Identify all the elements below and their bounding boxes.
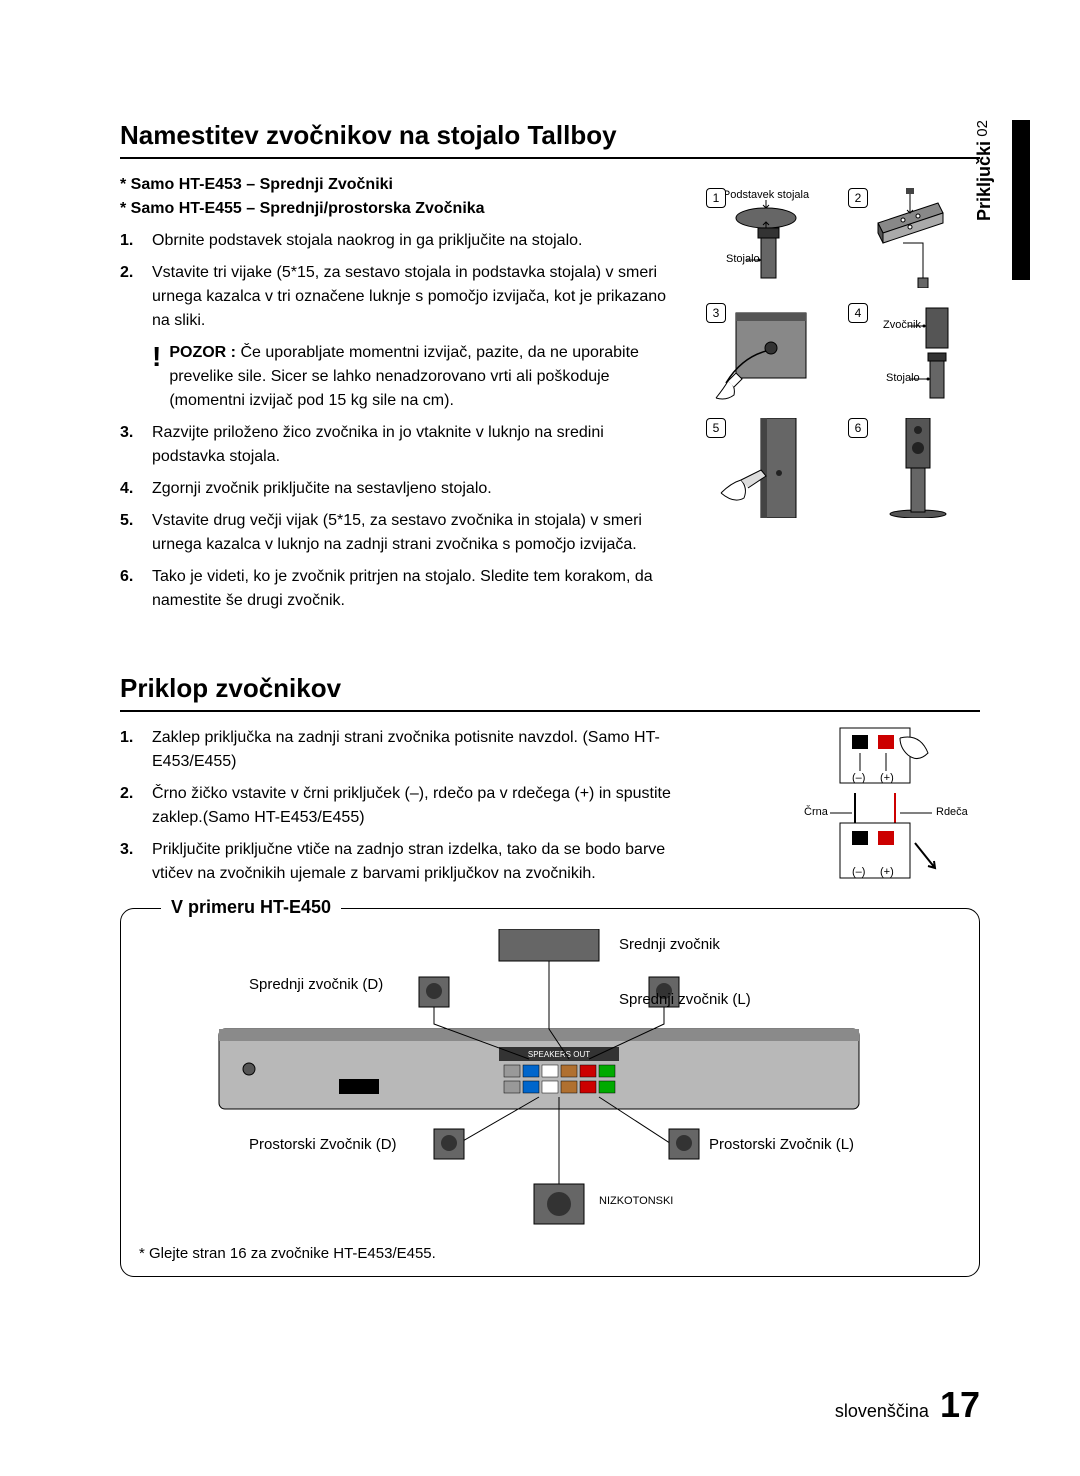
label-stand: Stojalo — [726, 253, 760, 265]
svg-text:(+): (+) — [880, 772, 894, 784]
terminal-figure: (–) (+) Črna Rdeča (–) (+) — [800, 723, 970, 893]
connection-diagram: Srednji zvočnik Sprednji zvočnik (D) Spr… — [139, 929, 959, 1239]
diagram-box: V primeru HT-E450 Srednji zvočnik Spredn… — [120, 908, 980, 1277]
c-step-3: 3.Priključite priključne vtiče na zadnjo… — [120, 838, 710, 886]
caution: ! POZOR : Če uporabljate momentni izvija… — [152, 341, 680, 413]
rule — [120, 157, 980, 159]
section-connect: Priklop zvočnikov 1.Zaklep priključka na… — [120, 673, 980, 1277]
svg-text:(–): (–) — [852, 866, 865, 878]
caution-icon: ! — [152, 341, 161, 413]
step-6: 6.Tako je videti, ko je zvočnik pritrjen… — [120, 565, 680, 613]
fig-5: 5 — [706, 418, 838, 523]
label-stand-2: Stojalo — [886, 372, 920, 384]
fig-6: 6 — [848, 418, 980, 523]
step-5: 5.Vstavite drug večji vijak (5*15, za se… — [120, 509, 680, 557]
step-1: 1.Obrnite podstavek stojala naokrog in g… — [120, 229, 680, 253]
heading-tallboy: Namestitev zvočnikov na stojalo Tallboy — [120, 120, 980, 151]
label-black: Črna — [804, 805, 829, 818]
label-red: Rdeča — [936, 806, 969, 818]
fig-2: 2 — [848, 188, 980, 293]
heading-connect: Priklop zvočnikov — [120, 673, 980, 704]
label-sub: NIZKOTONSKI — [599, 1195, 673, 1207]
svg-text:(–): (–) — [852, 772, 865, 784]
label-surrR: Prostorski Zvočnik (D) — [249, 1136, 397, 1153]
subhead-e455: * Samo HT-E455 – Sprednji/prostorska Zvo… — [120, 197, 680, 221]
subhead-e453: * Samo HT-E453 – Sprednji Zvočniki — [120, 173, 680, 197]
label-surrL: Prostorski Zvočnik (L) — [709, 1136, 854, 1153]
side-bar — [1012, 120, 1030, 280]
label-base: Podstavek stojala — [723, 189, 810, 201]
step-4: 4.Zgornji zvočnik priključite na sestavl… — [120, 477, 680, 501]
label-frontR: Sprednji zvočnik (D) — [249, 976, 383, 993]
fig-4: 4 Zvočnik Stojalo — [848, 303, 980, 408]
footer-page: 17 — [940, 1384, 980, 1425]
figure-grid: 1 Podstavek stojala Stojalo 2 — [706, 188, 980, 523]
fig-1: 1 Podstavek stojala Stojalo — [706, 188, 838, 293]
footer-lang: slovenščina — [835, 1401, 929, 1421]
label-center: Srednji zvočnik — [619, 936, 720, 953]
c-step-1: 1.Zaklep priključka na zadnji strani zvo… — [120, 726, 710, 774]
svg-text:SPEAKERS OUT: SPEAKERS OUT — [528, 1050, 590, 1059]
step-2: 2.Vstavite tri vijake (5*15, za sestavo … — [120, 261, 680, 333]
fig-3: 3 — [706, 303, 838, 408]
step-3: 3.Razvijte priloženo žico zvočnika in jo… — [120, 421, 680, 469]
label-speaker: Zvočnik — [883, 319, 921, 331]
c-step-2: 2.Črno žičko vstavite v črni priključek … — [120, 782, 710, 830]
svg-text:(+): (+) — [880, 866, 894, 878]
section-tallboy: Namestitev zvočnikov na stojalo Tallboy … — [120, 120, 980, 613]
diagram-footnote: * Glejte stran 16 za zvočnike HT-E453/E4… — [139, 1245, 961, 1262]
rule-2 — [120, 710, 980, 712]
page-footer: slovenščina 17 — [835, 1384, 980, 1426]
label-frontL: Sprednji zvočnik (L) — [619, 991, 751, 1008]
diagram-title: V primeru HT-E450 — [161, 897, 341, 918]
